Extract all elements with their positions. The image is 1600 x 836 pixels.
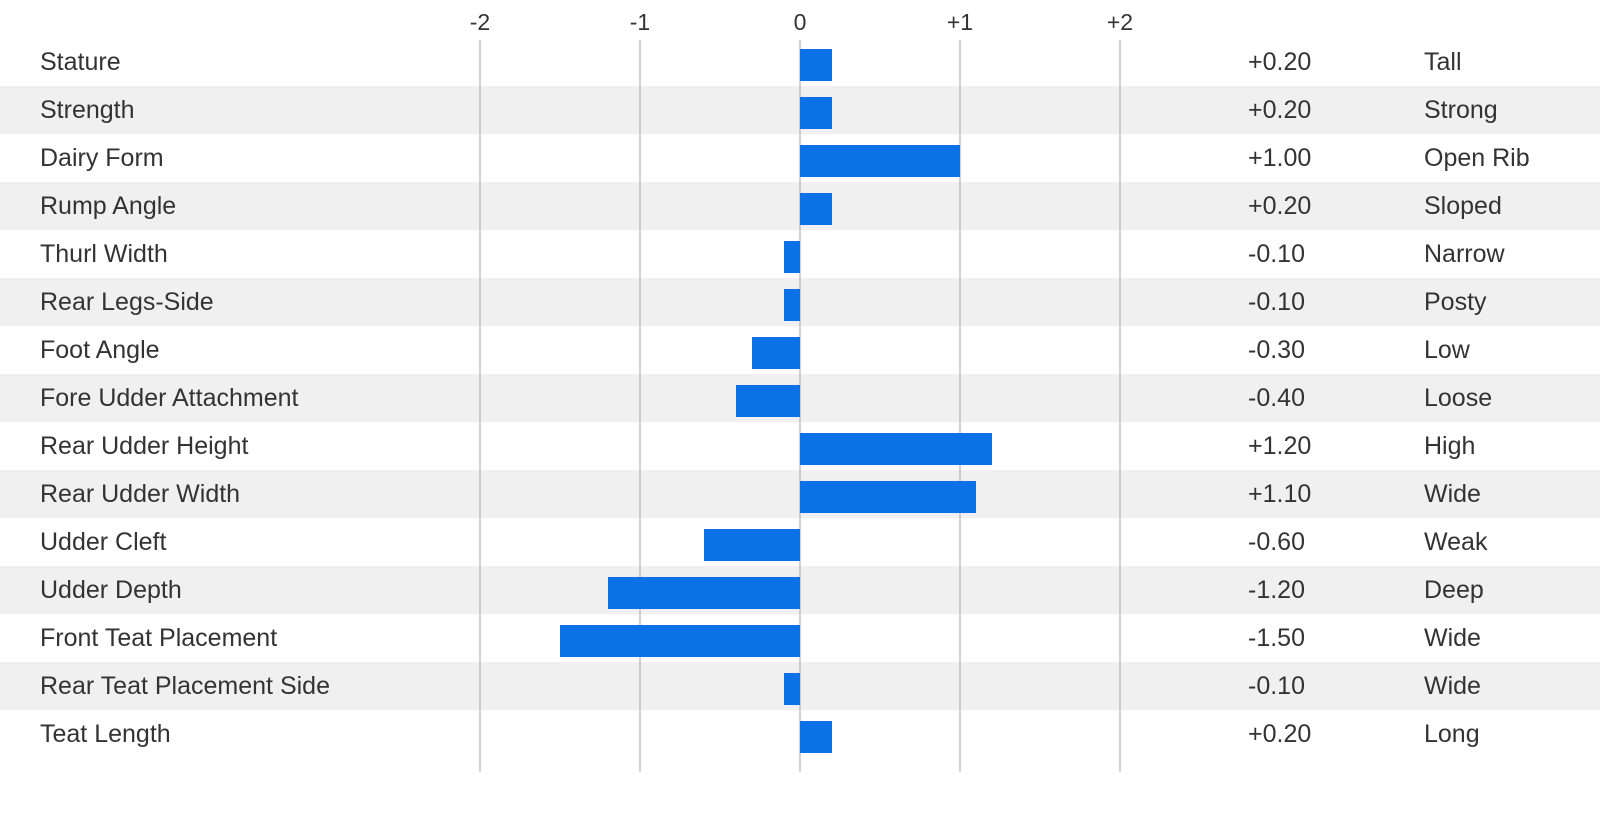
trait-label: Rump Angle — [40, 192, 176, 220]
descriptor-label: Wide — [1424, 624, 1481, 652]
bar — [784, 673, 800, 705]
trait-label: Udder Cleft — [40, 528, 166, 556]
trait-label: Rear Teat Placement Side — [40, 672, 330, 700]
descriptor-label: Loose — [1424, 384, 1492, 412]
descriptor-label: Open Rib — [1424, 144, 1530, 172]
value-label: -0.40 — [1248, 384, 1305, 412]
x-tick-label: -2 — [470, 9, 490, 35]
value-label: -0.60 — [1248, 528, 1305, 556]
trait-label: Teat Length — [40, 720, 171, 748]
bar — [800, 481, 976, 513]
trait-label: Strength — [40, 96, 135, 124]
descriptor-label: Strong — [1424, 96, 1498, 124]
bar — [560, 625, 800, 657]
descriptor-label: Deep — [1424, 576, 1484, 604]
descriptor-label: Sloped — [1424, 192, 1502, 220]
bar — [704, 529, 800, 561]
value-label: +0.20 — [1248, 192, 1311, 220]
x-tick-label: 0 — [794, 9, 807, 35]
x-tick-label: +1 — [947, 9, 973, 35]
value-label: +0.20 — [1248, 48, 1311, 76]
descriptor-label: Low — [1424, 336, 1471, 364]
value-label: -1.20 — [1248, 576, 1305, 604]
descriptor-label: Long — [1424, 720, 1480, 748]
trait-label: Udder Depth — [40, 576, 182, 604]
bar — [800, 433, 992, 465]
value-label: +0.20 — [1248, 96, 1311, 124]
value-label: -0.10 — [1248, 288, 1305, 316]
trait-label: Foot Angle — [40, 336, 160, 364]
trait-label: Rear Udder Height — [40, 432, 248, 460]
bar — [800, 721, 832, 753]
bar — [800, 145, 960, 177]
trait-label: Dairy Form — [40, 144, 164, 172]
bar — [608, 577, 800, 609]
bar — [800, 49, 832, 81]
bar — [736, 385, 800, 417]
trait-label: Thurl Width — [40, 240, 168, 268]
value-label: +0.20 — [1248, 720, 1311, 748]
descriptor-label: Wide — [1424, 672, 1481, 700]
value-labels: +0.20 +0.20 +1.00 +0.20 -0.10 -0.10 -0.30 -0.40… — [1248, 48, 1311, 748]
bar — [784, 241, 800, 273]
value-label: -0.10 — [1248, 240, 1305, 268]
descriptor-label: Weak — [1424, 528, 1488, 556]
value-label: -1.50 — [1248, 624, 1305, 652]
bar — [784, 289, 800, 321]
value-label: +1.20 — [1248, 432, 1311, 460]
descriptor-label: High — [1424, 432, 1475, 460]
trait-label: Rear Legs-Side — [40, 288, 214, 316]
value-label: -0.10 — [1248, 672, 1305, 700]
value-label: +1.00 — [1248, 144, 1311, 172]
x-tick-label: -1 — [630, 9, 650, 35]
value-label: -0.30 — [1248, 336, 1305, 364]
trait-labels: Stature Strength Dairy Form Rump Angle Thurl… — [40, 48, 330, 748]
descriptor-label: Tall — [1424, 48, 1462, 76]
bar — [800, 193, 832, 225]
descriptor-label: Posty — [1424, 288, 1487, 316]
descriptor-labels: Tall Strong Open Rib Sloped Narrow Posty Low Lo… — [1424, 48, 1530, 748]
x-tick-labels: -2 -1 0 +1 +2 — [470, 9, 1133, 35]
bars — [560, 49, 992, 753]
trait-label: Stature — [40, 48, 121, 76]
x-tick-label: +2 — [1107, 9, 1133, 35]
descriptor-label: Wide — [1424, 480, 1481, 508]
descriptor-label: Narrow — [1424, 240, 1506, 268]
bar — [800, 97, 832, 129]
value-label: +1.10 — [1248, 480, 1311, 508]
bar — [752, 337, 800, 369]
trait-label: Fore Udder Attachment — [40, 384, 299, 412]
trait-label: Front Teat Placement — [40, 624, 277, 652]
trait-label: Rear Udder Width — [40, 480, 240, 508]
